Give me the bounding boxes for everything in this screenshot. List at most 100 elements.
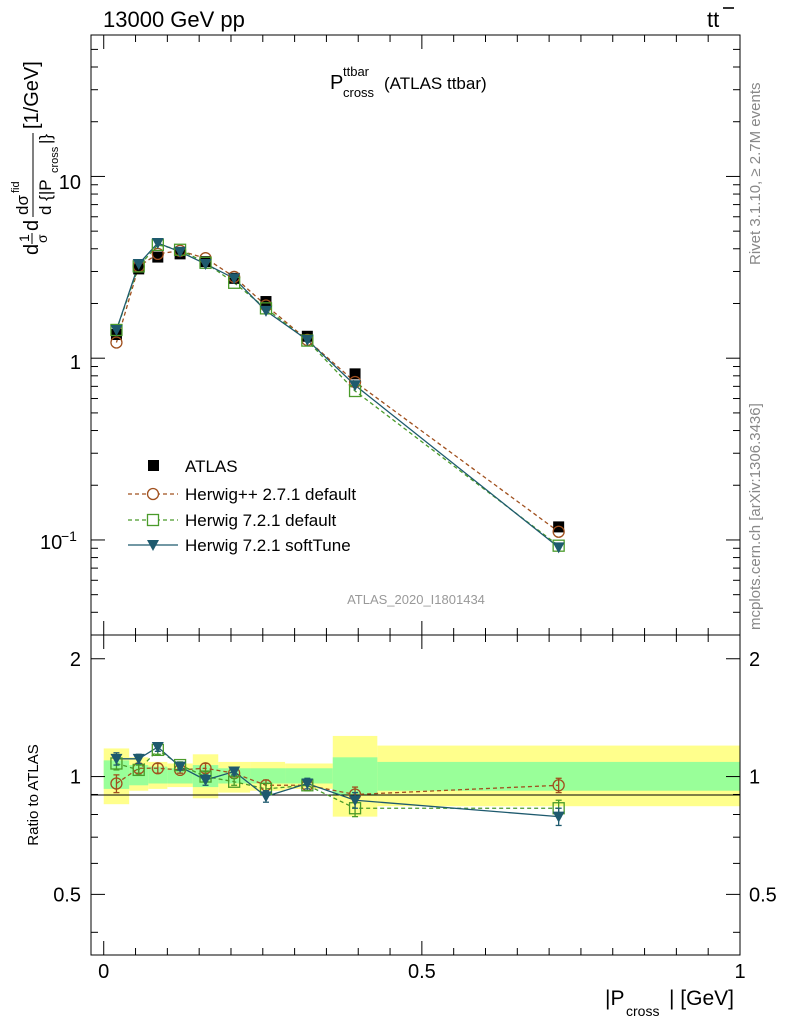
ratio-point-herwig-soft [349, 795, 362, 807]
xlabel-sub: cross [626, 1003, 659, 1019]
legend-label-herwig-default: Herwig 7.2.1 default [185, 511, 336, 530]
legend-entry-atlas: ATLAS [148, 457, 238, 476]
ratio-xtick-labels: 0 0.5 1 [98, 961, 745, 983]
data-point-herwigpp [552, 525, 565, 538]
ytick-label-0.1-base: 10 [40, 532, 62, 554]
ratio-ytick-label-right: 1 [749, 767, 760, 789]
ratio-point-herwig-soft [228, 766, 241, 778]
data-point-herwig-soft [301, 334, 314, 346]
ratio-xtick-label: 0 [98, 961, 109, 983]
ratio-point-herwigpp [552, 779, 565, 792]
data-point-atlas [152, 251, 164, 263]
ratio-point-herwigpp [151, 762, 164, 775]
data-point-atlas [260, 296, 272, 308]
rivet-label: Rivet 3.1.10, ≥ 2.7M events [747, 83, 764, 266]
ylabel-frac2-num: dσ [13, 195, 32, 215]
data-point-herwigpp [110, 336, 123, 349]
data-point-herwig-soft [132, 258, 145, 270]
plot-title-sup: ttbar [343, 64, 370, 79]
ratio-line-2 [116, 746, 559, 818]
ytick-label-0.1-exp: −1 [61, 528, 77, 544]
xlabel-sym: |P [605, 987, 624, 1010]
data-point-atlas [349, 368, 361, 380]
legend-marker-herwig-soft [147, 540, 159, 551]
data-point-herwig-soft [552, 542, 565, 554]
data-point-herwig-soft [151, 238, 164, 250]
data-point-atlas [553, 521, 565, 533]
legend-label-atlas: ATLAS [185, 457, 238, 476]
ratio-line-1 [116, 749, 559, 809]
ratio-point-herwig-soft [552, 811, 565, 823]
ratio-band-inner [250, 768, 286, 784]
legend-entry-herwig-default: Herwig 7.2.1 default [128, 511, 336, 530]
data-point-herwig-soft [199, 258, 212, 270]
main-panel: P ttbar cross (ATLAS ttbar) d 1 σ d dσ f… [10, 34, 741, 636]
ratio-ylabel: Ratio to ATLAS [25, 744, 42, 845]
data-point-herwig-soft [228, 273, 241, 285]
legend: ATLAS Herwig++ 2.7.1 default Herwig 7.2.… [128, 457, 356, 555]
legend-entry-herwigpp: Herwig++ 2.7.1 default [128, 485, 356, 504]
ratio-ytick-label: 0.5 [53, 884, 81, 906]
ratio-frame [90, 634, 741, 956]
ratio-series [110, 742, 565, 827]
ylabel-frac2-den-sub: cross [49, 146, 61, 173]
header-label: 13000 GeV pp [103, 7, 245, 32]
ratio-ytick-label: 2 [70, 649, 81, 671]
ratio-point-herwigpp [110, 777, 123, 790]
ylabel-frac2-num-sup: fid [10, 181, 22, 193]
ytick-label-0.1: 10 −1 [40, 528, 77, 554]
ratio-point-herwig-soft [259, 791, 272, 803]
header-process-text: tt [707, 7, 719, 32]
ratio-ytick-label-right: 2 [749, 649, 760, 671]
plot-title-rest: (ATLAS ttbar) [384, 74, 487, 93]
legend-marker-herwig-default [146, 513, 160, 527]
ratio-point-herwig-soft [151, 742, 164, 753]
plot-title-sub: cross [343, 85, 375, 100]
ratio-point-herwig-soft [110, 753, 123, 765]
ratio-point-herwig-soft [301, 778, 314, 790]
ylabel-d2: d [21, 220, 43, 231]
ratio-xtick-label: 0.5 [408, 961, 436, 983]
ratio-ticks [91, 635, 741, 955]
ratio-panel: Ratio to ATLAS 0.5 0.51 12 2 0 0.5 1 |P cross… [25, 634, 777, 1019]
ylabel-frac1-num: 1 [16, 234, 32, 242]
header-process: tt [707, 7, 734, 32]
plot-title-symbol: P [330, 72, 343, 94]
legend-entry-herwig-soft: Herwig 7.2.1 softTune [128, 536, 351, 555]
ratio-xlabel: |P cross | [GeV] [605, 987, 734, 1019]
ratio-point-herwig-soft [174, 761, 187, 773]
legend-label-herwigpp: Herwig++ 2.7.1 default [185, 485, 356, 504]
main-ylabel: d 1 σ d dσ fid d {|P cross |} [1/GeV] [10, 61, 61, 255]
ylabel-frac1-den: σ [34, 234, 50, 243]
ratio-band-inner [285, 768, 333, 784]
main-series [110, 238, 565, 554]
ratio-bands [103, 735, 740, 817]
ratio-point-herwig-soft [199, 774, 212, 786]
series-line-2 [115, 244, 560, 547]
ytick-label-10: 10 [59, 172, 81, 194]
legend-marker-herwigpp [146, 487, 160, 501]
ratio-line-0 [116, 767, 559, 796]
ylabel-frac2-den-end: |} [36, 134, 55, 144]
mcplots-label: mcplots.cern.ch [arXiv:1306.3436] [747, 403, 764, 630]
ylabel-d1: d [21, 244, 43, 255]
ylabel-unit: [1/GeV] [21, 61, 43, 129]
data-point-herwig-soft [174, 246, 187, 258]
ylabel-frac2-den: d {|P [36, 179, 55, 215]
data-point-herwig-soft [110, 324, 123, 336]
analysis-id: ATLAS_2020_I1801434 [347, 592, 485, 607]
ratio-point-herwig-soft [132, 753, 145, 765]
ytick-label-1: 1 [70, 352, 81, 374]
series-line-1 [115, 250, 560, 533]
ratio-ytick-label-right: 0.5 [749, 884, 777, 906]
data-point-herwig-soft [259, 305, 272, 317]
ratio-ytick-labels: 0.5 0.5 1 1 2 2 [53, 649, 777, 907]
legend-label-herwig-soft: Herwig 7.2.1 softTune [185, 536, 351, 555]
plot-title: P ttbar cross (ATLAS ttbar) [330, 64, 487, 100]
ratio-xtick-label: 1 [734, 961, 745, 983]
data-point-herwig-soft [349, 380, 362, 392]
legend-marker-atlas [148, 460, 159, 471]
xlabel-end: | [GeV] [669, 987, 734, 1010]
ratio-ytick-label: 1 [70, 767, 81, 789]
